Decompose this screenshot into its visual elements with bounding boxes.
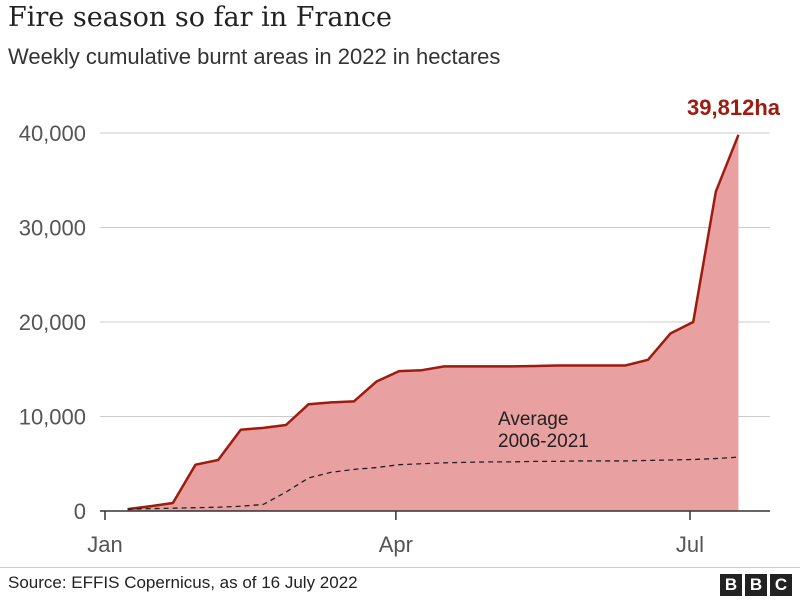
x-tick-label: Apr xyxy=(379,532,413,557)
x-tick-label: Jan xyxy=(87,532,122,557)
bbc-logo-b1: B xyxy=(720,574,742,596)
chart-title: Fire season so far in France xyxy=(8,2,392,33)
burnt-area-fill xyxy=(127,134,739,511)
annotation-average: Average xyxy=(498,409,568,430)
chart-plot: 0 10,000 20,000 30,000 40,000 Jan Apr Jul Averag… xyxy=(19,95,781,557)
source-note: Source: EFFIS Copernicus, as of 16 July … xyxy=(8,573,358,592)
average-line xyxy=(127,456,739,510)
bbc-logo: B B C xyxy=(720,574,792,596)
y-tick-label: 40,000 xyxy=(19,121,86,146)
footer-divider xyxy=(0,567,800,568)
chart-subtitle: Weekly cumulative burnt areas in 2022 in… xyxy=(8,44,501,69)
bbc-logo-b2: B xyxy=(745,574,767,596)
bbc-logo-c: C xyxy=(770,574,792,596)
x-tick-label: Jul xyxy=(676,532,704,557)
end-value-label: 39,812ha xyxy=(687,95,781,120)
burnt-area-line xyxy=(127,134,740,511)
y-tick-label: 0 xyxy=(74,499,86,524)
y-tick-label: 20,000 xyxy=(19,310,86,335)
annotation-period: 2006-2021 xyxy=(498,431,589,452)
y-tick-label: 30,000 xyxy=(19,216,86,241)
y-tick-label: 10,000 xyxy=(19,405,86,430)
